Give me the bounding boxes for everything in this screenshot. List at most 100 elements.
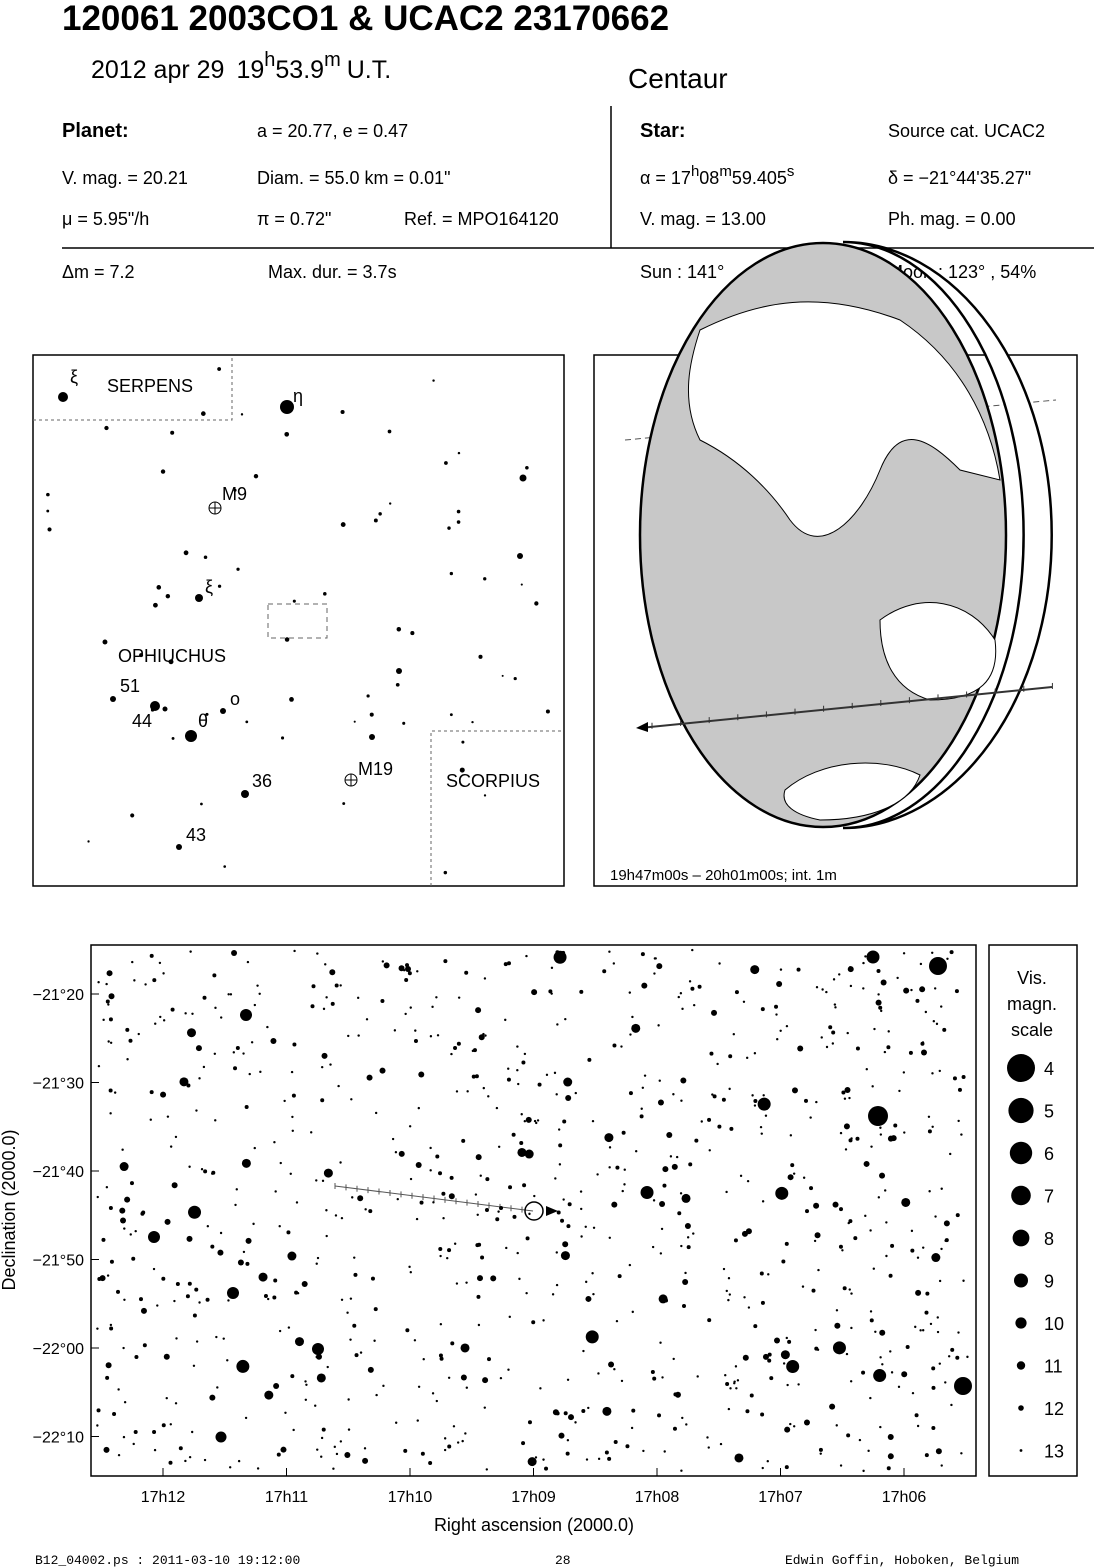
chart-star <box>760 1412 765 1417</box>
chart-star <box>441 1191 446 1196</box>
chart-star <box>662 1166 669 1173</box>
chart-star <box>215 1431 227 1443</box>
finder-star <box>165 593 171 599</box>
chart-star <box>108 1205 113 1210</box>
finder-star <box>280 736 285 740</box>
chart-star <box>137 1032 140 1036</box>
chart-star <box>256 1467 260 1470</box>
chart-star <box>672 1093 675 1096</box>
chart-star <box>162 972 165 975</box>
chart-star <box>844 1148 848 1151</box>
chart-star <box>259 1070 262 1074</box>
chart-star <box>525 954 528 958</box>
chart-star <box>957 1087 962 1092</box>
chart-star <box>832 1201 839 1208</box>
chart-star <box>557 1128 561 1131</box>
finder-star <box>176 844 182 850</box>
chart-star <box>650 1369 655 1374</box>
chart-star <box>914 1325 917 1329</box>
chart-star <box>653 957 657 960</box>
chart-star <box>962 1279 965 1282</box>
chart-star <box>659 1299 663 1303</box>
chart-star <box>957 1119 960 1123</box>
chart-star <box>394 1151 398 1154</box>
chart-star <box>273 1141 276 1144</box>
chart-star <box>252 1222 255 1226</box>
chart-star <box>942 1027 947 1032</box>
chart-star <box>776 1190 779 1193</box>
chart-star <box>669 1155 673 1158</box>
chart-star <box>287 1326 291 1329</box>
chart-star <box>273 1383 280 1390</box>
chart-star <box>332 1467 335 1470</box>
chart-star <box>126 1058 129 1061</box>
chart-star <box>347 1398 350 1401</box>
chart-star <box>940 1247 943 1251</box>
finder-star <box>153 602 158 608</box>
chart-star <box>903 1131 906 1134</box>
cluster <box>345 774 357 786</box>
finder-star <box>449 713 453 717</box>
chart-star <box>106 1274 110 1277</box>
chart-star <box>642 1449 645 1453</box>
chart-star <box>245 1261 250 1266</box>
chart-star <box>480 1255 485 1260</box>
terminator <box>842 240 1053 830</box>
chart-star <box>457 996 461 999</box>
finder-star <box>545 709 550 714</box>
chart-star <box>753 1052 757 1055</box>
finder-star <box>534 601 539 606</box>
chart-star <box>374 1111 378 1115</box>
legend-label: 10 <box>1044 1314 1064 1334</box>
chart-star <box>659 1341 662 1344</box>
finder-star <box>443 870 448 875</box>
chart-star <box>96 1424 99 1427</box>
chart-star <box>816 1348 820 1351</box>
finder-star <box>241 790 249 798</box>
chart-star <box>916 1256 920 1259</box>
chart-star <box>751 1094 754 1097</box>
chart-star <box>568 1414 575 1421</box>
chart-star <box>684 1223 691 1230</box>
chart-star <box>516 1045 519 1048</box>
x-tick-label: 17h11 <box>265 1489 308 1506</box>
chart-star <box>349 1338 352 1341</box>
chart-star <box>398 1150 405 1157</box>
chart-star <box>580 1235 583 1238</box>
chart-star <box>946 957 949 960</box>
chart-star <box>553 1071 557 1075</box>
chart-star <box>849 984 853 988</box>
chart-star <box>651 1245 655 1249</box>
planet-mu: μ = 5.95"/h <box>62 209 149 229</box>
chart-star <box>304 1380 307 1383</box>
chart-star <box>873 1027 876 1031</box>
chart-star <box>767 1352 772 1357</box>
chart-star <box>787 1174 794 1181</box>
chart-star <box>604 1450 609 1455</box>
chart-star <box>915 1289 922 1296</box>
chart-star <box>512 1214 517 1219</box>
chart-star <box>931 1072 934 1075</box>
chart-star <box>829 1403 836 1410</box>
chart-star <box>779 968 783 971</box>
chart-star <box>531 989 538 996</box>
chart-star <box>820 1036 823 1039</box>
chart-star <box>735 1387 738 1390</box>
chart-star <box>320 1065 324 1069</box>
chart-star <box>611 1201 618 1208</box>
chart-star <box>821 988 824 991</box>
chart-star <box>166 1115 170 1118</box>
chart-star <box>862 987 865 990</box>
chart-star <box>195 1045 202 1052</box>
chart-star <box>170 1007 175 1012</box>
chart-star <box>516 1251 519 1255</box>
chart-star <box>563 1077 573 1087</box>
chart-star <box>236 1359 250 1373</box>
chart-star <box>393 1029 397 1032</box>
finder-star <box>160 469 166 474</box>
finder-label: η <box>293 386 303 406</box>
chart-star <box>487 1095 490 1098</box>
y-tick-label: −22°00 <box>33 1341 84 1358</box>
minute: 53.9 <box>275 56 324 84</box>
chart-star <box>828 1025 833 1030</box>
